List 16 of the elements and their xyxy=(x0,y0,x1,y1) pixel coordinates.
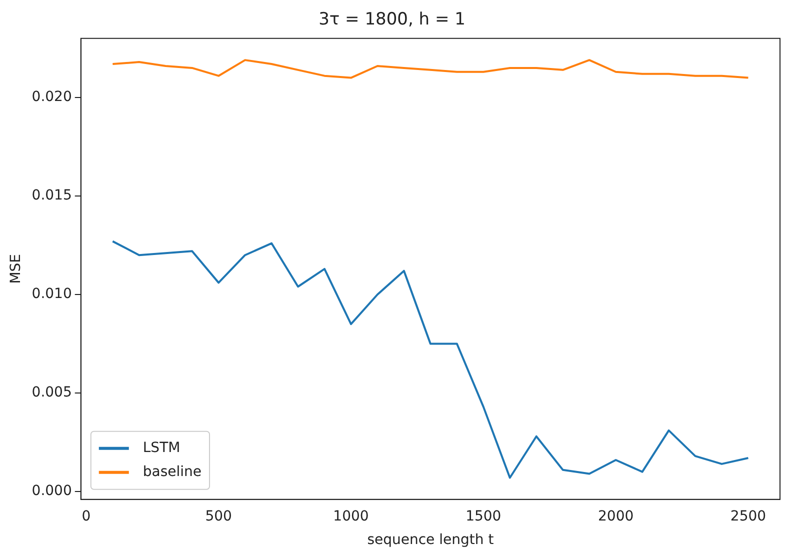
y-axis-title: MSE xyxy=(8,254,24,284)
y-tick-label: 0.015 xyxy=(32,188,72,204)
chart-title: 3τ = 1800, h = 1 xyxy=(318,10,466,30)
y-tick-label: 0.000 xyxy=(32,483,72,500)
legend-label: baseline xyxy=(142,464,202,480)
x-tick-label: 0 xyxy=(82,508,91,524)
x-tick-label: 1500 xyxy=(466,508,502,524)
legend-label: LSTM xyxy=(142,440,180,456)
y-tick-label: 0.010 xyxy=(32,286,72,302)
x-tick-label: 1000 xyxy=(333,508,369,524)
x-axis-title: sequence length t xyxy=(367,532,494,548)
y-tick-label: 0.020 xyxy=(32,89,72,106)
x-tick-label: 500 xyxy=(205,508,232,524)
x-tick-label: 2000 xyxy=(598,508,634,524)
x-tick-label: 2500 xyxy=(730,508,766,524)
y-tick-label: 0.005 xyxy=(32,384,72,401)
